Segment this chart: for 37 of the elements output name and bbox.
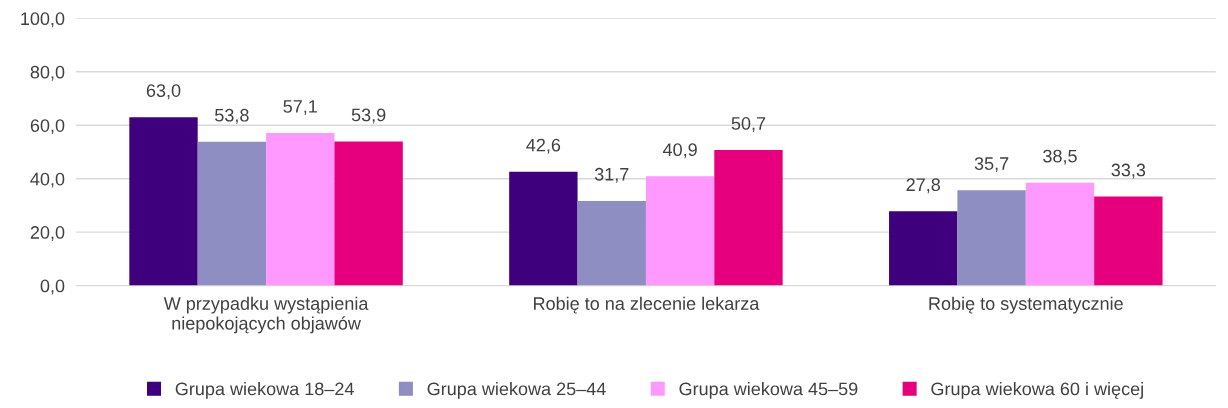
- data-label: 31,7: [594, 167, 629, 183]
- data-label: 27,8: [906, 178, 941, 194]
- bar: [957, 190, 1026, 286]
- data-label: 33,3: [1111, 163, 1146, 179]
- y-tick-label: 100,0: [21, 12, 65, 28]
- data-label: 53,8: [215, 108, 249, 124]
- data-label: 50,7: [731, 117, 766, 133]
- data-label: 38,5: [1043, 149, 1077, 165]
- y-tick-label: 80,0: [30, 65, 65, 81]
- bar: [266, 133, 335, 286]
- y-tick-label: 40,0: [30, 172, 65, 188]
- bar: [714, 150, 783, 286]
- data-label: 40,9: [662, 143, 697, 159]
- legend-label: Grupa wiekowa 45–59: [679, 382, 858, 399]
- data-label: 63,0: [146, 84, 181, 100]
- data-label: 42,6: [526, 138, 561, 154]
- bar: [509, 171, 578, 286]
- legend-label: Grupa wiekowa 25–44: [427, 382, 606, 399]
- x-tick-label: W przypadku wystąpienia niepokojących objawów: [163, 296, 369, 334]
- bar: [645, 176, 715, 286]
- bar: [1094, 196, 1163, 286]
- legend-label: Grupa wiekowa 60 i więcej: [931, 382, 1143, 399]
- bar: [889, 211, 958, 286]
- x-tick-label: Robię to na zlecenie lekarza: [534, 296, 760, 314]
- legend-label: Grupa wiekowa 18–24: [175, 382, 354, 399]
- data-label: 35,7: [974, 157, 1009, 173]
- bar: [1025, 182, 1095, 286]
- bar: [577, 200, 646, 286]
- x-tick-label: Robię to systematycznie: [929, 296, 1123, 314]
- y-tick-label: 60,0: [30, 119, 65, 135]
- bar: [334, 141, 403, 286]
- data-label: 57,1: [283, 100, 317, 115]
- bar: [129, 117, 198, 286]
- y-tick-label: 20,0: [30, 226, 65, 241]
- y-tick-label: 0,0: [40, 279, 65, 295]
- bar: [197, 141, 267, 286]
- data-label: 53,9: [351, 108, 386, 124]
